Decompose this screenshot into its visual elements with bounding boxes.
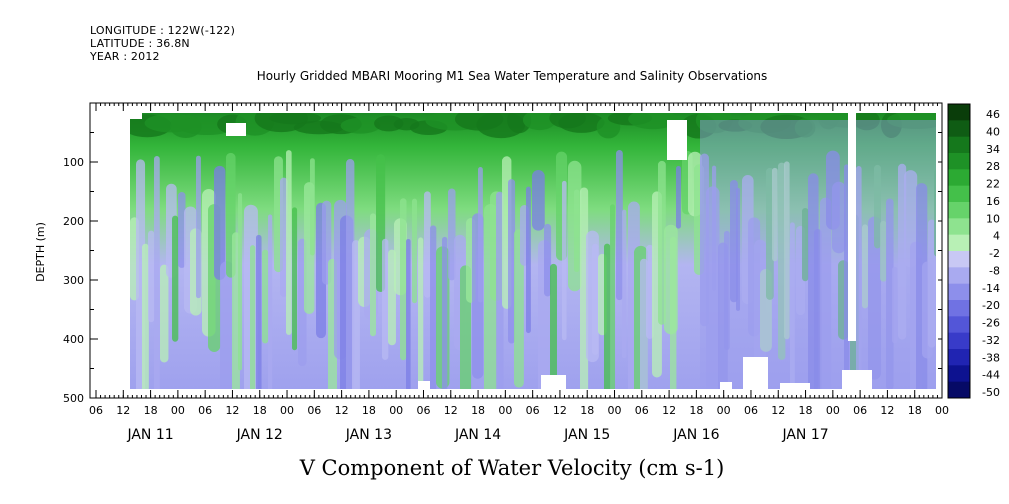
x-day-label: JAN 12: [236, 427, 283, 443]
colorbar-swatch: [948, 104, 970, 121]
x-tick-label: 06: [89, 404, 103, 417]
x-day-label: JAN 15: [563, 427, 610, 443]
x-tick-label: 06: [635, 404, 649, 417]
colorbar-swatch: [948, 251, 970, 268]
x-tick-label: 12: [335, 404, 349, 417]
x-tick-label: 18: [689, 404, 703, 417]
colorbar-swatch: [948, 202, 970, 219]
x-day-label: JAN 13: [345, 427, 392, 443]
colorbar: 46 40 34 28 22 16 10 4 -2 -8 -14 -20 -26 -32 -38 -44 -50: [947, 103, 1000, 399]
colorbar-swatch: [948, 349, 970, 366]
x-tick-label: 06: [416, 404, 430, 417]
colorbar-swatch: [948, 300, 970, 317]
colorbar-swatch: [948, 267, 970, 285]
colorbar-label: 40: [986, 125, 1000, 138]
colorbar-swatch: [948, 136, 970, 154]
colorbar-label: 10: [986, 212, 1000, 225]
x-tick-label: 18: [471, 404, 485, 417]
colorbar-label: -32: [982, 334, 1000, 347]
colorbar-label: 22: [986, 178, 1000, 191]
colorbar-label: -14: [982, 282, 1000, 295]
y-axis-label: DEPTH (m): [34, 222, 47, 282]
y-tick-label: 300: [63, 274, 84, 287]
x-day-label: JAN 17: [781, 427, 828, 443]
latitude-label: LATITUDE : 36.8N: [90, 37, 190, 50]
colorbar-swatch: [948, 185, 970, 203]
colorbar-swatch: [948, 316, 970, 334]
y-tick-labels: 100 200 300 400 500: [63, 132, 942, 405]
y-tick-label: 500: [63, 392, 84, 405]
colorbar-label: -20: [982, 299, 1000, 312]
x-tick-label: 06: [198, 404, 212, 417]
x-day-label: JAN 11: [126, 427, 173, 443]
x-tick-labels: 06 12 18 00 06 12 18 00 06 12 18 00 06 12 18 00 06 12 18 00…: [89, 103, 949, 417]
colorbar-label: 16: [986, 195, 1000, 208]
colorbar-label: -2: [989, 247, 1000, 260]
colorbar-swatch: [948, 218, 970, 236]
x-tick-label: 06: [853, 404, 867, 417]
x-tick-label: 12: [116, 404, 130, 417]
x-tick-label: 00: [717, 404, 731, 417]
x-tick-label: 12: [225, 404, 239, 417]
x-tick-label: 00: [280, 404, 294, 417]
x-tick-label: 00: [498, 404, 512, 417]
x-tick-label: 00: [389, 404, 403, 417]
chart-title: Hourly Gridded MBARI Mooring M1 Sea Wate…: [257, 69, 768, 83]
x-tick-label: 00: [826, 404, 840, 417]
colorbar-swatch: [948, 283, 970, 301]
x-tick-label: 18: [362, 404, 376, 417]
x-tick-label: 12: [771, 404, 785, 417]
heatmap-field: [130, 113, 936, 389]
colorbar-label: 46: [986, 108, 1000, 121]
colorbar-label: -50: [982, 386, 1000, 399]
colorbar-label: 4: [993, 230, 1000, 243]
x-tick-label: 06: [744, 404, 758, 417]
x-day-label: JAN 14: [454, 427, 501, 443]
colorbar-label: 34: [986, 143, 1000, 156]
y-tick-label: 200: [63, 215, 84, 228]
colorbar-label: -38: [982, 351, 1000, 364]
x-tick-label: 12: [553, 404, 567, 417]
colorbar-swatch: [948, 120, 970, 138]
colorbar-swatch: [948, 381, 970, 399]
x-tick-label: 00: [935, 404, 949, 417]
colorbar-label: -44: [982, 369, 1000, 382]
colorbar-swatch: [948, 169, 970, 187]
x-tick-label: 06: [526, 404, 540, 417]
x-day-labels: JAN 11 JAN 12 JAN 13 JAN 14 JAN 15 JAN 16 JAN …: [126, 427, 828, 443]
y-tick-label: 400: [63, 333, 84, 346]
x-day-label: JAN 16: [672, 427, 719, 443]
colorbar-label: 28: [986, 160, 1000, 173]
x-tick-label: 12: [444, 404, 458, 417]
x-tick-label: 18: [144, 404, 158, 417]
x-tick-label: 12: [662, 404, 676, 417]
year-label: YEAR : 2012: [90, 50, 160, 63]
x-axis-label: V Component of Water Velocity (cm s-1): [299, 456, 725, 480]
x-tick-label: 12: [880, 404, 894, 417]
y-tick-label: 100: [63, 156, 84, 169]
colorbar-swatch: [948, 153, 970, 170]
colorbar-swatch: [948, 332, 970, 350]
longitude-label: LONGITUDE : 122W(-122): [90, 24, 236, 37]
x-tick-label: 18: [908, 404, 922, 417]
colorbar-swatch: [948, 365, 970, 383]
x-tick-label: 18: [253, 404, 267, 417]
x-tick-label: 18: [580, 404, 594, 417]
x-tick-label: 06: [307, 404, 321, 417]
colorbar-label: -26: [982, 317, 1000, 330]
x-tick-label: 00: [171, 404, 185, 417]
x-tick-label: 00: [608, 404, 622, 417]
x-tick-label: 18: [799, 404, 813, 417]
colorbar-label: -8: [989, 264, 1000, 277]
colorbar-swatch: [948, 234, 970, 252]
